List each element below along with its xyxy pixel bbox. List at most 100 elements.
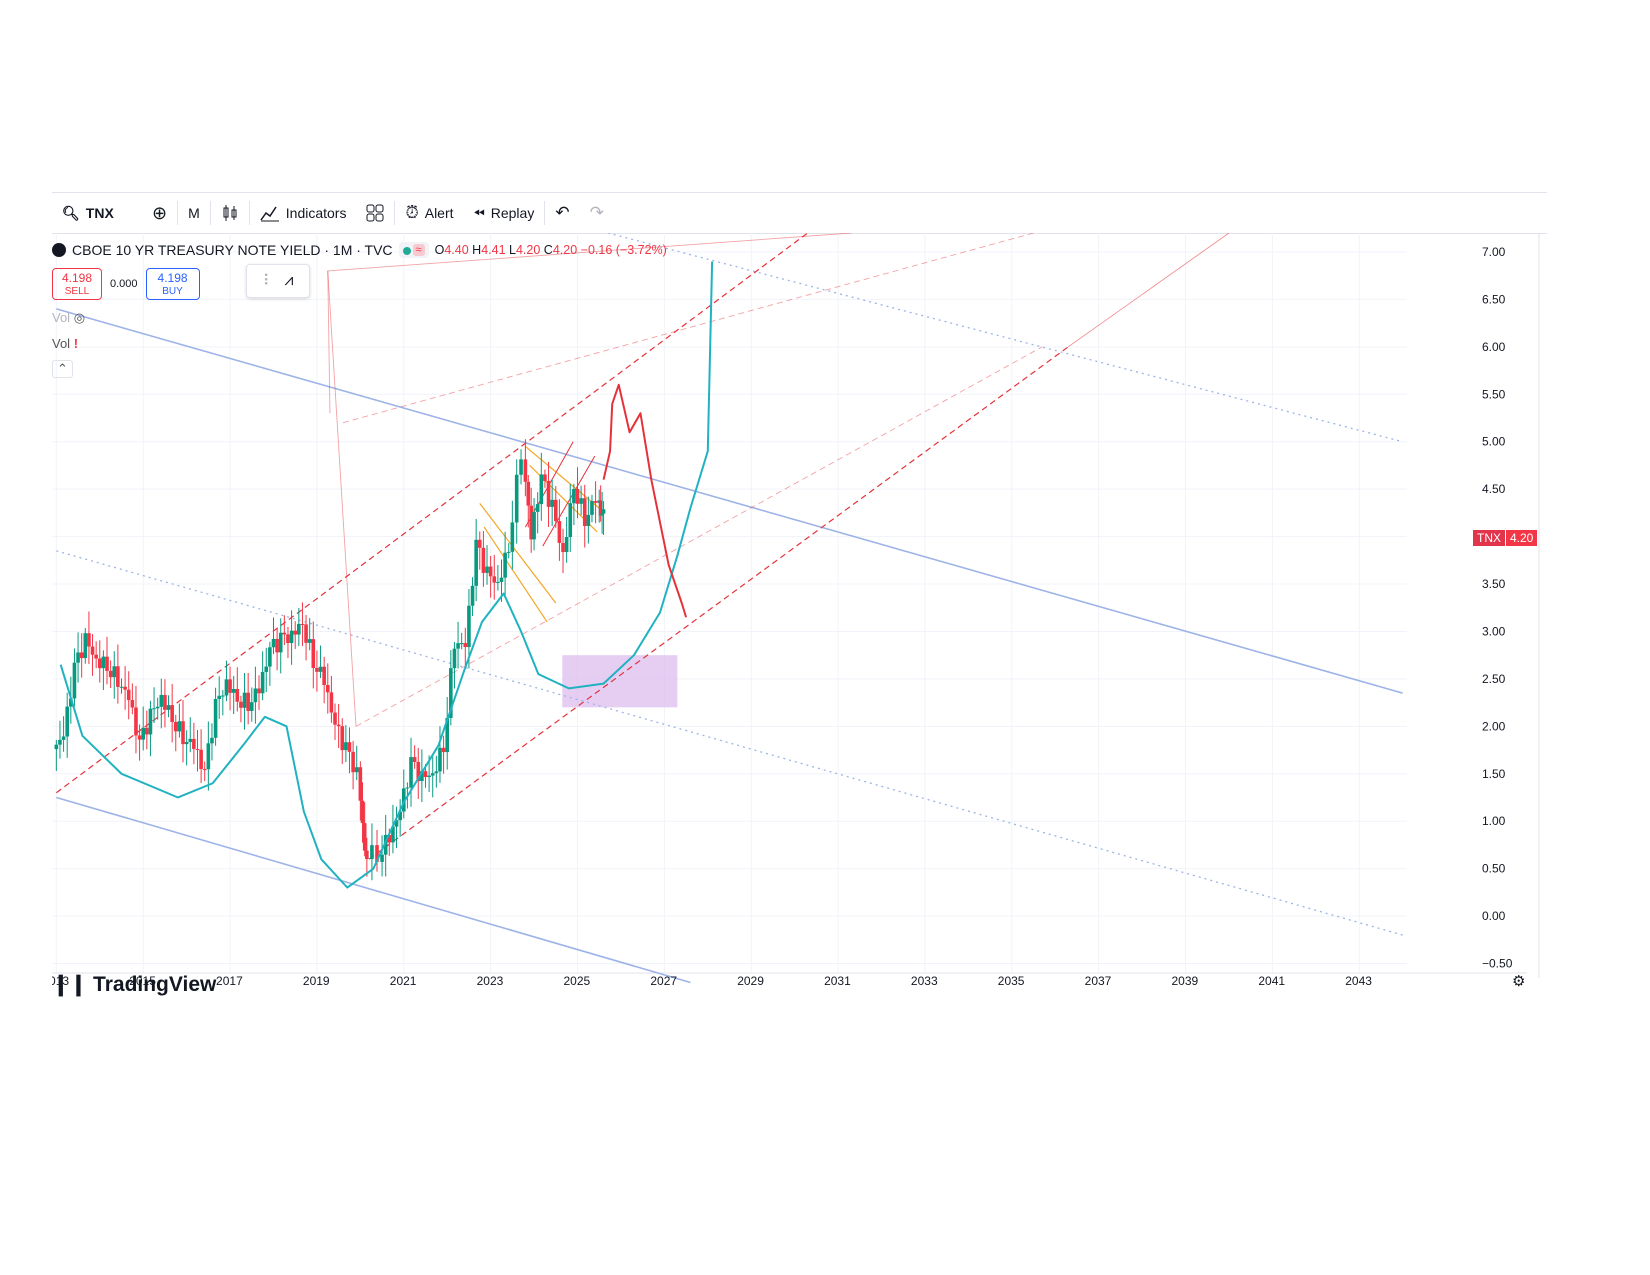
last-price-symbol: TNX (1473, 530, 1505, 546)
vol-label: Vol (52, 310, 71, 325)
candle-body (391, 826, 395, 843)
x-tick-label: 2027 (650, 974, 677, 988)
x-tick-label: 2035 (998, 974, 1025, 988)
candle-body (481, 547, 486, 573)
candle-body (499, 577, 504, 582)
candle-body (398, 811, 402, 821)
change-value: −0.16 (−3.72%) (580, 243, 667, 257)
candle-body (394, 820, 399, 827)
layouts-button[interactable] (356, 193, 394, 233)
candle-body (126, 689, 131, 701)
pitchfork-inner-lower (355, 346, 1043, 727)
candle-body (420, 771, 424, 781)
warning-icon[interactable]: ! (73, 336, 79, 351)
candle-body (506, 551, 511, 553)
buy-button[interactable]: 4.198 BUY (145, 268, 200, 300)
vol-row-hidden[interactable]: Vol ◎ (52, 310, 85, 326)
candle-body (445, 717, 450, 753)
x-tick-label: 2021 (390, 974, 417, 988)
pitchfork-tool-icon[interactable]: ⩘ (284, 272, 294, 289)
candle-body (452, 648, 457, 669)
candle-body (278, 632, 283, 653)
candle-body (485, 566, 489, 573)
alert-button[interactable]: ⏰︎ Alert (395, 193, 463, 233)
drag-handle-icon[interactable]: ⠇ (262, 273, 275, 290)
candle-body (601, 509, 606, 514)
candle-body (105, 656, 109, 671)
candle-body (496, 581, 500, 583)
candle-body (123, 686, 127, 690)
target-zone-rect (562, 655, 678, 708)
candle-body (539, 474, 544, 505)
drawing-toolbar[interactable]: ⠇ ⩘ (246, 264, 310, 298)
flag-line (483, 526, 548, 623)
candle-body (231, 688, 236, 693)
candle-body (228, 679, 232, 693)
vol-row-error[interactable]: Vol ! (52, 336, 78, 351)
top-toolbar: 🔍︎ TNX ⊕ M Indicators ⏰︎ Alert ⏪︎ Replay… (52, 192, 1547, 234)
chart-type-button[interactable] (211, 193, 249, 233)
flag-line (524, 446, 600, 509)
y-tick-label: 3.50 (1482, 577, 1506, 591)
toolbar-divider (177, 201, 179, 225)
candle-body (543, 474, 547, 481)
y-tick-label: 2.00 (1482, 719, 1506, 733)
x-tick-label: 2033 (911, 974, 938, 988)
candle-body (76, 652, 80, 663)
collapse-button[interactable]: ⌃ (52, 360, 73, 378)
candle-body (289, 630, 294, 644)
tradingview-watermark: ❙❙ TradingView (52, 972, 216, 997)
candle-body (477, 539, 482, 548)
y-tick-label: 0.00 (1482, 909, 1506, 923)
candle-body (365, 850, 369, 860)
candle-body (409, 757, 413, 788)
candle-body (282, 632, 287, 635)
candle-body (253, 688, 258, 703)
compare-button[interactable]: ⊕ (142, 193, 177, 233)
candle-body (307, 639, 312, 643)
candle-body (152, 708, 156, 710)
candle-body (427, 775, 431, 778)
candle-body (83, 633, 88, 659)
candle-body (58, 739, 62, 745)
y-tick-label: −0.50 (1482, 957, 1513, 971)
candle-body (600, 513, 604, 516)
market-status[interactable]: ≈ (398, 242, 429, 258)
eye-off-icon[interactable]: ◎ (73, 310, 86, 325)
candle-body (188, 738, 193, 742)
candle-body (344, 742, 348, 751)
toolbar-divider (544, 201, 546, 225)
y-tick-label: 2.50 (1482, 672, 1506, 686)
candle-body (264, 666, 269, 672)
interval-button[interactable]: M (178, 193, 210, 233)
chart-area[interactable]: 7.006.506.005.505.004.504.003.503.002.50… (42, 232, 1547, 1033)
undo-button[interactable]: ↶ (545, 193, 579, 233)
x-tick-label: 2043 (1345, 974, 1372, 988)
sell-button[interactable]: 4.198 SELL (52, 268, 102, 300)
x-tick-label: 2029 (737, 974, 764, 988)
pitchfork-lower (368, 346, 1069, 860)
symbol-search[interactable]: 🔍︎ TNX (52, 193, 142, 233)
low-key: L (509, 243, 516, 257)
redo-button[interactable]: ↷ (580, 193, 614, 233)
candle-body (340, 726, 345, 751)
candle-body (69, 698, 73, 707)
candle-body (300, 623, 305, 625)
replay-button[interactable]: ⏪︎ Replay (464, 193, 545, 233)
candle-body (438, 747, 442, 772)
watermark-text: TradingView (93, 973, 217, 996)
candle-body (173, 721, 178, 732)
pitchfork-upper (55, 232, 809, 794)
candle-body (159, 694, 164, 707)
candle-body (166, 705, 171, 710)
price-chart[interactable]: 7.006.506.005.505.004.504.003.503.002.50… (42, 232, 1547, 1033)
y-tick-label: 1.00 (1482, 814, 1506, 828)
candle-body (249, 702, 254, 711)
candle-body (54, 744, 59, 750)
legend-title[interactable]: CBOE 10 YR TREASURY NOTE YIELD · 1M · TV… (72, 242, 393, 258)
settings-gear-icon[interactable]: ⚙ (1512, 973, 1525, 990)
vol-label: Vol (52, 336, 71, 351)
indicators-button[interactable]: Indicators (250, 193, 357, 233)
candle-body (434, 771, 439, 774)
market-open-icon (402, 247, 411, 255)
